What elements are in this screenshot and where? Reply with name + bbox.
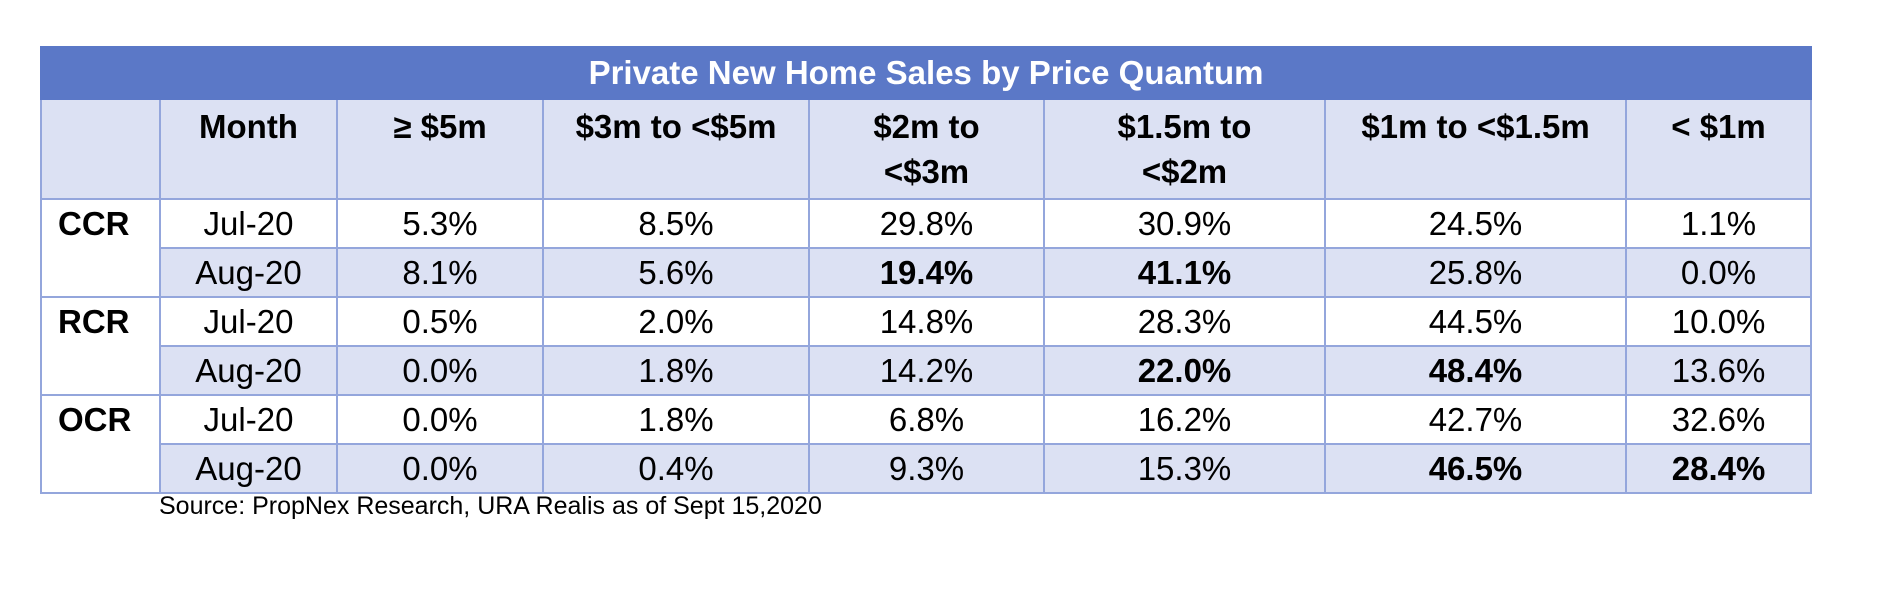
region-cell: RCR [40, 296, 161, 396]
month-cell: Jul-20 [159, 198, 338, 249]
column-header [40, 98, 161, 200]
value-cell: 14.2% [808, 345, 1045, 396]
table-title: Private New Home Sales by Price Quantum [39, 46, 1813, 100]
column-header-line: Month [199, 108, 298, 145]
value-cell: 41.1% [1043, 247, 1326, 298]
table-row: CCR Jul-20 5.3% 8.5% 29.8% 30.9% 24.5% 1.1% [40, 198, 1813, 298]
column-header-line: $2m to [873, 108, 980, 145]
column-header: < $1m [1624, 98, 1813, 200]
table-row: Aug-20 8.1% 5.6% 19.4% 41.1% 25.8% 0.0% [41, 247, 1813, 298]
header-row: Month ≥ $5m $3m to <$5m $2m to <$3m $1.5m to <… [40, 98, 1813, 200]
column-header-line: < $1m [1671, 108, 1766, 145]
value-cell: 6.8% [808, 394, 1045, 445]
month-cell: Aug-20 [159, 345, 338, 396]
table-row: Aug-20 0.0% 1.8% 14.2% 22.0% 48.4% 13.6% [41, 345, 1813, 396]
value-cell: 5.6% [542, 247, 810, 298]
value-cell: 0.4% [542, 443, 810, 494]
column-header-line: $3m to <$5m [575, 108, 777, 145]
value-cell: 19.4% [808, 247, 1045, 298]
value-cell: 42.7% [1324, 394, 1627, 445]
month-cell: Aug-20 [159, 247, 338, 298]
column-header-line: $1.5m to [1117, 108, 1252, 145]
column-header-line: $1m to <$1.5m [1361, 108, 1590, 145]
value-cell: 28.4% [1624, 443, 1813, 494]
source-note: Source: PropNex Research, URA Realis as … [159, 492, 822, 520]
value-cell: 24.5% [1324, 198, 1627, 249]
value-cell: 0.0% [336, 345, 544, 396]
value-cell: 1.8% [542, 394, 810, 445]
value-cell: 22.0% [1043, 345, 1326, 396]
value-cell: 16.2% [1043, 394, 1326, 445]
value-cell: 14.8% [808, 296, 1045, 347]
region-cell: CCR [40, 198, 161, 298]
column-header: ≥ $5m [336, 98, 544, 200]
column-header-line: ≥ $5m [393, 108, 487, 145]
column-header: Month [159, 98, 338, 200]
table-row: OCR Jul-20 0.0% 1.8% 6.8% 16.2% 42.7% 32.6% [40, 394, 1813, 494]
month-cell: Aug-20 [159, 443, 338, 494]
value-cell: 10.0% [1624, 296, 1813, 347]
value-cell: 2.0% [542, 296, 810, 347]
value-cell: 0.0% [336, 394, 544, 445]
value-cell: 8.5% [542, 198, 810, 249]
value-cell: 0.0% [336, 443, 544, 494]
column-header: $1m to <$1.5m [1324, 98, 1627, 200]
column-header-line: <$2m [1141, 153, 1228, 190]
column-header-line: <$3m [883, 153, 970, 190]
value-cell: 9.3% [808, 443, 1045, 494]
month-cell: Jul-20 [159, 296, 338, 347]
column-header: $2m to <$3m [808, 98, 1045, 200]
value-cell: 1.1% [1624, 198, 1813, 249]
value-cell: 44.5% [1324, 296, 1627, 347]
value-cell: 15.3% [1043, 443, 1326, 494]
month-cell: Jul-20 [159, 394, 338, 445]
value-cell: 29.8% [808, 198, 1045, 249]
value-cell: 30.9% [1043, 198, 1326, 249]
value-cell: 0.0% [1624, 247, 1813, 298]
column-header: $3m to <$5m [542, 98, 810, 200]
table-row: Aug-20 0.0% 0.4% 9.3% 15.3% 46.5% 28.4% [41, 443, 1813, 494]
column-header: $1.5m to <$2m [1043, 98, 1326, 200]
value-cell: 13.6% [1624, 345, 1813, 396]
data-table: Private New Home Sales by Price Quantum … [39, 46, 1813, 494]
value-cell: 28.3% [1043, 296, 1326, 347]
price-quantum-table: Private New Home Sales by Price Quantum … [39, 46, 1813, 494]
value-cell: 5.3% [336, 198, 544, 249]
value-cell: 32.6% [1624, 394, 1813, 445]
region-cell: OCR [40, 394, 161, 494]
value-cell: 46.5% [1324, 443, 1627, 494]
value-cell: 48.4% [1324, 345, 1627, 396]
table-body: CCR Jul-20 5.3% 8.5% 29.8% 30.9% 24.5% 1.1% Aug-… [40, 198, 1813, 494]
table-row: RCR Jul-20 0.5% 2.0% 14.8% 28.3% 44.5% 10.0% [40, 296, 1813, 396]
value-cell: 1.8% [542, 345, 810, 396]
value-cell: 25.8% [1324, 247, 1627, 298]
value-cell: 0.5% [336, 296, 544, 347]
value-cell: 8.1% [336, 247, 544, 298]
